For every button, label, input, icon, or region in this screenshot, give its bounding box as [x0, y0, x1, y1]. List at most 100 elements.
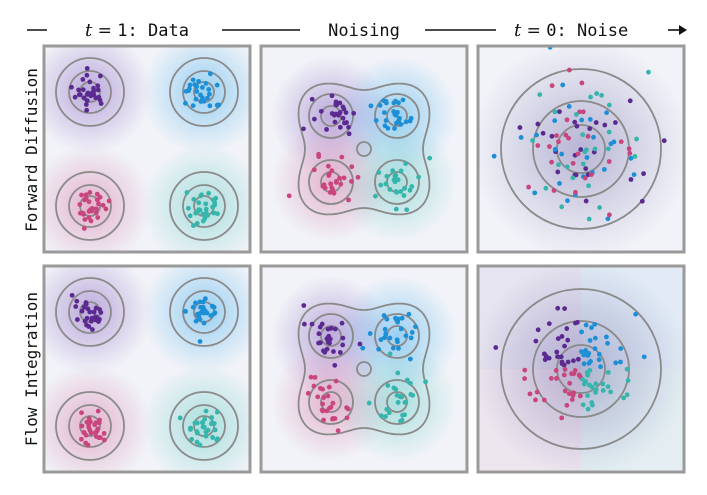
glow-pink	[44, 144, 152, 252]
point-pink	[101, 431, 107, 436]
point-purple	[340, 342, 346, 348]
point-teal	[409, 184, 415, 189]
contour-ring	[320, 391, 342, 413]
point-blue	[586, 350, 592, 356]
point-purple	[554, 349, 560, 355]
point-teal	[589, 400, 595, 405]
point-pink	[626, 146, 632, 152]
point-purple	[542, 357, 548, 363]
point-pink	[311, 167, 317, 173]
point-teal	[200, 211, 206, 217]
point-teal	[423, 379, 428, 385]
point-blue	[403, 333, 409, 339]
point-purple	[333, 111, 339, 117]
point-blue	[587, 338, 593, 343]
point-pink	[556, 139, 561, 145]
point-teal	[585, 393, 591, 399]
point-blue	[579, 117, 585, 123]
point-teal	[210, 435, 216, 440]
point-teal	[606, 129, 612, 135]
point-blue	[207, 71, 213, 77]
point-purple	[555, 336, 561, 342]
point-pink	[321, 417, 326, 423]
point-purple	[84, 322, 89, 328]
point-purple	[332, 326, 338, 332]
point-teal	[537, 92, 543, 98]
point-pink	[96, 201, 101, 207]
point-teal	[200, 420, 205, 426]
point-teal	[625, 378, 631, 383]
point-purple	[357, 341, 363, 347]
point-pink	[328, 404, 334, 410]
point-blue	[605, 340, 610, 346]
point-pink	[330, 187, 336, 192]
point-pink	[88, 430, 94, 436]
point-purple	[574, 123, 580, 129]
point-purple	[312, 116, 317, 122]
point-pink	[86, 199, 92, 205]
point-blue	[587, 117, 593, 122]
point-blue	[373, 118, 379, 123]
point-blue	[201, 320, 207, 326]
point-purple	[341, 106, 347, 112]
point-pink	[570, 160, 576, 166]
point-blue	[406, 311, 412, 317]
point-teal	[393, 172, 399, 178]
contour-ring	[55, 171, 125, 241]
point-blue	[194, 89, 200, 94]
point-blue	[196, 78, 202, 84]
point-purple	[546, 321, 552, 327]
contour-ring	[320, 105, 342, 127]
point-teal	[203, 201, 209, 207]
point-pink	[606, 159, 612, 164]
point-blue	[211, 311, 217, 317]
point-pink	[96, 420, 102, 426]
point-blue	[605, 216, 611, 222]
glow-pink	[44, 364, 152, 472]
point-purple	[75, 317, 80, 322]
point-teal	[585, 406, 591, 412]
point-pink	[522, 376, 527, 381]
point-blue	[395, 339, 400, 345]
point-purple	[84, 72, 90, 78]
point-teal	[580, 402, 586, 408]
point-purple	[74, 298, 80, 304]
point-purple	[641, 171, 646, 177]
point-purple	[328, 325, 334, 331]
point-purple	[583, 198, 589, 204]
point-pink	[554, 376, 559, 381]
point-pink	[84, 419, 90, 425]
point-pink	[335, 428, 341, 434]
point-teal	[589, 384, 595, 390]
panel-border	[259, 264, 469, 474]
point-teal	[387, 351, 393, 357]
point-blue	[603, 334, 609, 340]
point-pink	[566, 135, 571, 141]
point-pink	[549, 83, 555, 89]
point-purple	[309, 321, 315, 327]
point-pink	[106, 198, 112, 204]
point-teal	[559, 204, 565, 210]
point-teal	[211, 421, 217, 426]
point-teal	[580, 161, 586, 167]
point-purple	[98, 310, 104, 315]
point-teal	[185, 205, 191, 211]
point-teal	[202, 416, 208, 422]
contour-ring	[68, 290, 112, 334]
point-teal	[399, 417, 405, 423]
point-blue	[381, 98, 387, 104]
point-teal	[402, 412, 407, 418]
point-purple	[346, 131, 352, 137]
point-purple	[559, 361, 565, 366]
point-pink	[78, 436, 84, 442]
point-pink	[526, 184, 531, 190]
point-purple	[91, 309, 97, 315]
point-teal	[200, 424, 206, 430]
point-teal	[211, 210, 217, 216]
point-blue	[608, 141, 614, 147]
point-pink	[541, 397, 547, 403]
point-teal	[378, 413, 384, 419]
point-pink	[80, 210, 86, 216]
point-blue	[383, 118, 389, 123]
point-purple	[81, 95, 87, 101]
